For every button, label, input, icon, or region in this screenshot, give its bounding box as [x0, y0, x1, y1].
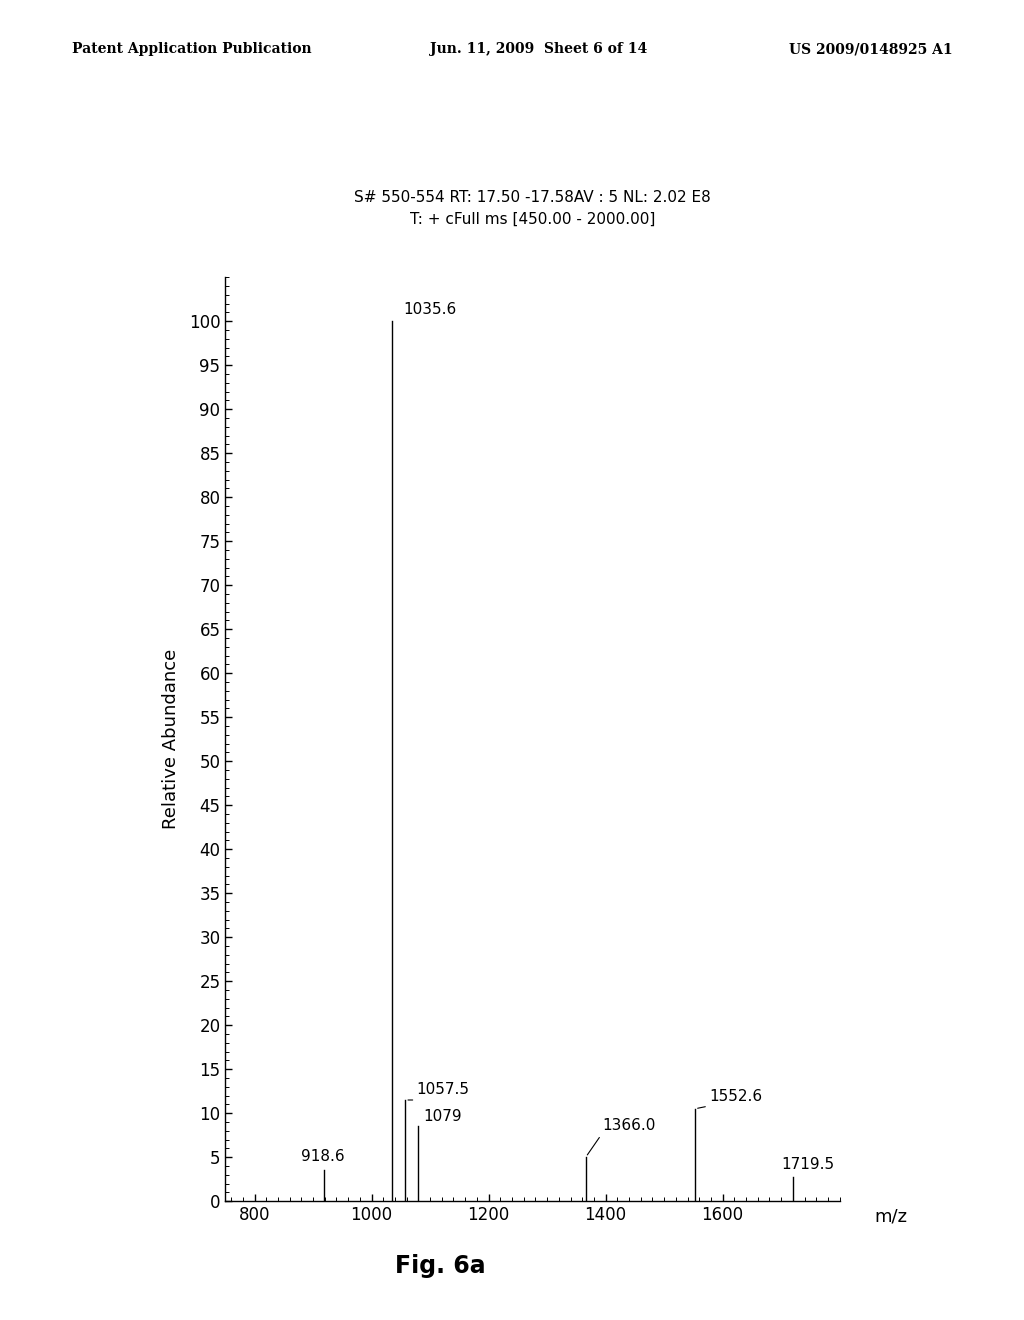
Text: Jun. 11, 2009  Sheet 6 of 14: Jun. 11, 2009 Sheet 6 of 14 — [430, 42, 647, 57]
Text: US 2009/0148925 A1: US 2009/0148925 A1 — [788, 42, 952, 57]
Text: S# 550-554 RT: 17.50 -17.58AV : 5 NL: 2.02 E8: S# 550-554 RT: 17.50 -17.58AV : 5 NL: 2.… — [354, 190, 711, 205]
Text: 1552.6: 1552.6 — [710, 1089, 762, 1105]
Y-axis label: Relative Abundance: Relative Abundance — [163, 649, 180, 829]
Text: 1035.6: 1035.6 — [402, 302, 456, 317]
Text: Fig. 6a: Fig. 6a — [395, 1254, 485, 1278]
Text: T: + cFull ms [450.00 - 2000.00]: T: + cFull ms [450.00 - 2000.00] — [410, 213, 655, 227]
Text: m/z: m/z — [874, 1208, 907, 1226]
Text: 918.6: 918.6 — [301, 1150, 345, 1164]
Text: 1079: 1079 — [423, 1109, 462, 1123]
Text: 1366.0: 1366.0 — [602, 1118, 655, 1134]
Text: 1057.5: 1057.5 — [417, 1082, 470, 1097]
Text: Patent Application Publication: Patent Application Publication — [72, 42, 311, 57]
Text: 1719.5: 1719.5 — [781, 1158, 835, 1172]
